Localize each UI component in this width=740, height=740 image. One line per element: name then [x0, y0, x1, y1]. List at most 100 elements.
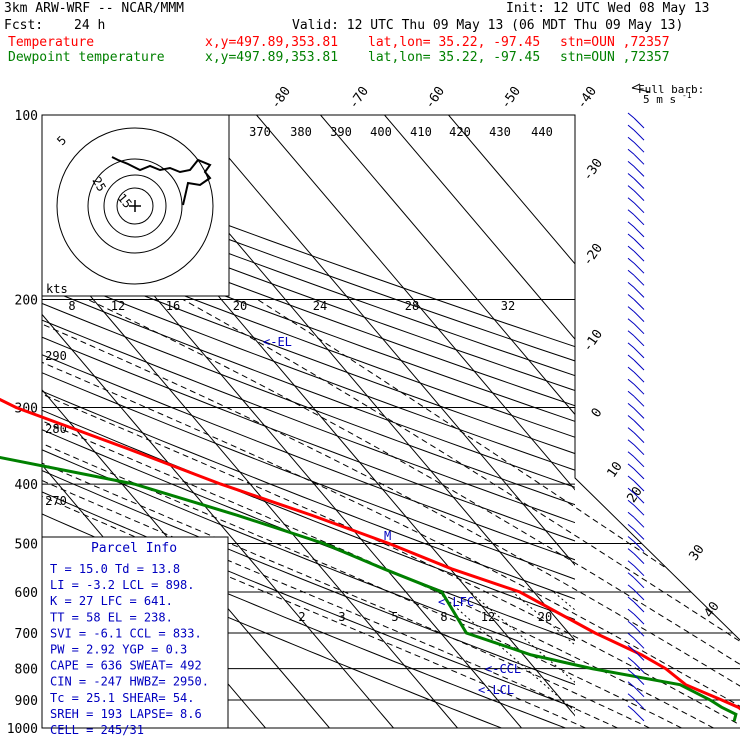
parcel-info-row: CAPE = 636 SWEAT= 492: [50, 659, 202, 673]
wind-barb-flag: [627, 330, 635, 337]
mixing-ratio-label: 3: [338, 610, 345, 624]
isotherm-line: [448, 115, 575, 265]
wind-barb-staff: [633, 601, 645, 613]
wind-barb-flag: [627, 366, 635, 373]
wind-barb-flag: [627, 620, 635, 627]
wind-barb-staff: [633, 226, 645, 238]
theta-label: 440: [531, 125, 553, 139]
wind-barb-flag: [627, 306, 635, 312]
wind-barb: [627, 221, 645, 238]
wind-barb-flag: [627, 669, 635, 675]
wind-barb: [627, 632, 645, 649]
parcel-info-row: PW = 2.92 YGP = 0.3: [50, 643, 187, 657]
forecast-label: Fcst:: [4, 18, 44, 33]
wind-barb-staff: [633, 432, 645, 443]
wind-barb-flag: [627, 657, 635, 663]
parcel-info-row: K = 27 LFC = 641.: [50, 594, 173, 608]
wind-legend-barb: [631, 83, 651, 93]
wind-barb-flag: [627, 161, 635, 167]
hodograph-ring: [103, 174, 167, 238]
wind-barb-staff: [633, 323, 645, 335]
wind-barb-flag: [627, 427, 635, 433]
wind-barb-staff: [633, 650, 645, 661]
wind-barb-staff: [633, 166, 645, 177]
mixing-ratio-label: 2: [298, 610, 305, 624]
isotherm-line: [384, 115, 575, 340]
wind-barb-staff: [633, 238, 645, 250]
wind-barb: [627, 342, 645, 359]
wind-barb: [627, 584, 645, 601]
dry-adiabat-line: [42, 319, 575, 524]
hodograph-ring: [87, 158, 183, 254]
hodograph-ring: [116, 187, 154, 225]
wind-barb-flag: [627, 245, 635, 252]
dry-adiabat-line: [42, 470, 575, 686]
dry-adiabat-line: [42, 182, 575, 377]
dry-adiabat-line: [42, 302, 575, 506]
wind-barb-flag: [627, 378, 635, 385]
wind-barb: [627, 572, 645, 589]
wind-barb: [627, 487, 645, 504]
wind-barb: [627, 415, 645, 431]
wind-barb-flag: [627, 294, 635, 300]
wind-barb-flag: [627, 282, 635, 288]
hodograph-speed-label: 28: [405, 299, 419, 313]
wind-barb-flag: [627, 536, 635, 542]
pressure-tick-label: 100: [15, 109, 38, 124]
wind-barb: [627, 596, 645, 613]
wind-barb: [627, 548, 645, 564]
wind-barb-staff: [633, 395, 645, 407]
wind-barb: [627, 269, 645, 286]
dry-adiabat-line: [42, 449, 575, 663]
wind-barb-flag: [627, 705, 635, 712]
wind-barb: [627, 185, 645, 201]
hodograph-ring: [56, 127, 214, 285]
wind-barb-staff: [633, 274, 645, 286]
wind-barb-flag: [627, 608, 635, 615]
wind-barb-flag: [627, 233, 635, 240]
wind-barb-flag: [627, 548, 635, 554]
wind-barb-staff: [633, 371, 645, 383]
wind-barb: [627, 148, 645, 165]
wind-barb-flag: [627, 463, 635, 470]
wind-barb: [627, 657, 645, 673]
wind-barb: [627, 645, 645, 661]
isotherm-label: 0: [589, 405, 606, 420]
dewpoint-latlon: lat,lon= 35.22, -97.45: [368, 50, 541, 65]
wind-barb-flag: [627, 185, 635, 191]
theta-label: 400: [370, 125, 392, 139]
wind-barb-flag: [627, 415, 635, 421]
hodograph-unit-label: kts: [46, 282, 68, 296]
wind-barb-staff: [633, 625, 645, 637]
hodograph-speed-label: 32: [501, 299, 515, 313]
dry-adiabat-line: [42, 239, 575, 438]
wind-barb: [627, 560, 645, 577]
pressure-tick-label: 400: [15, 478, 38, 493]
wind-barb-flag: [627, 632, 635, 639]
wind-barb-staff: [633, 202, 645, 214]
isotherm-line: [256, 115, 575, 491]
theta-label: 290: [45, 349, 67, 363]
wind-barb: [627, 524, 645, 540]
hodograph-speed-label: 20: [233, 299, 247, 313]
wind-barb-flag: [627, 269, 635, 276]
dry-adiabat-line: [42, 255, 575, 455]
isotherm-label: -50: [498, 84, 524, 112]
wind-barb: [627, 318, 645, 335]
mixing-ratio-label: 5: [391, 610, 398, 624]
wind-barb-flag: [627, 560, 635, 567]
wind-barb: [627, 245, 645, 262]
wind-barb-staff: [633, 444, 645, 456]
mean-level-label: M: [384, 529, 391, 543]
theta-label: 370: [249, 125, 271, 139]
model-title: 3km ARW-WRF -- NCAR/MMM: [4, 1, 185, 16]
wind-barb-flag: [627, 136, 635, 143]
wind-barb: [627, 681, 645, 698]
isotherm-label: 10: [604, 459, 625, 480]
wind-barb-staff: [633, 577, 645, 589]
moist-adiabat-line: [42, 299, 714, 728]
wind-barb-flag: [627, 572, 635, 579]
mixing-ratio-label: 8: [440, 610, 447, 624]
wind-barb: [627, 669, 645, 685]
dry-adiabat-line: [42, 390, 575, 600]
